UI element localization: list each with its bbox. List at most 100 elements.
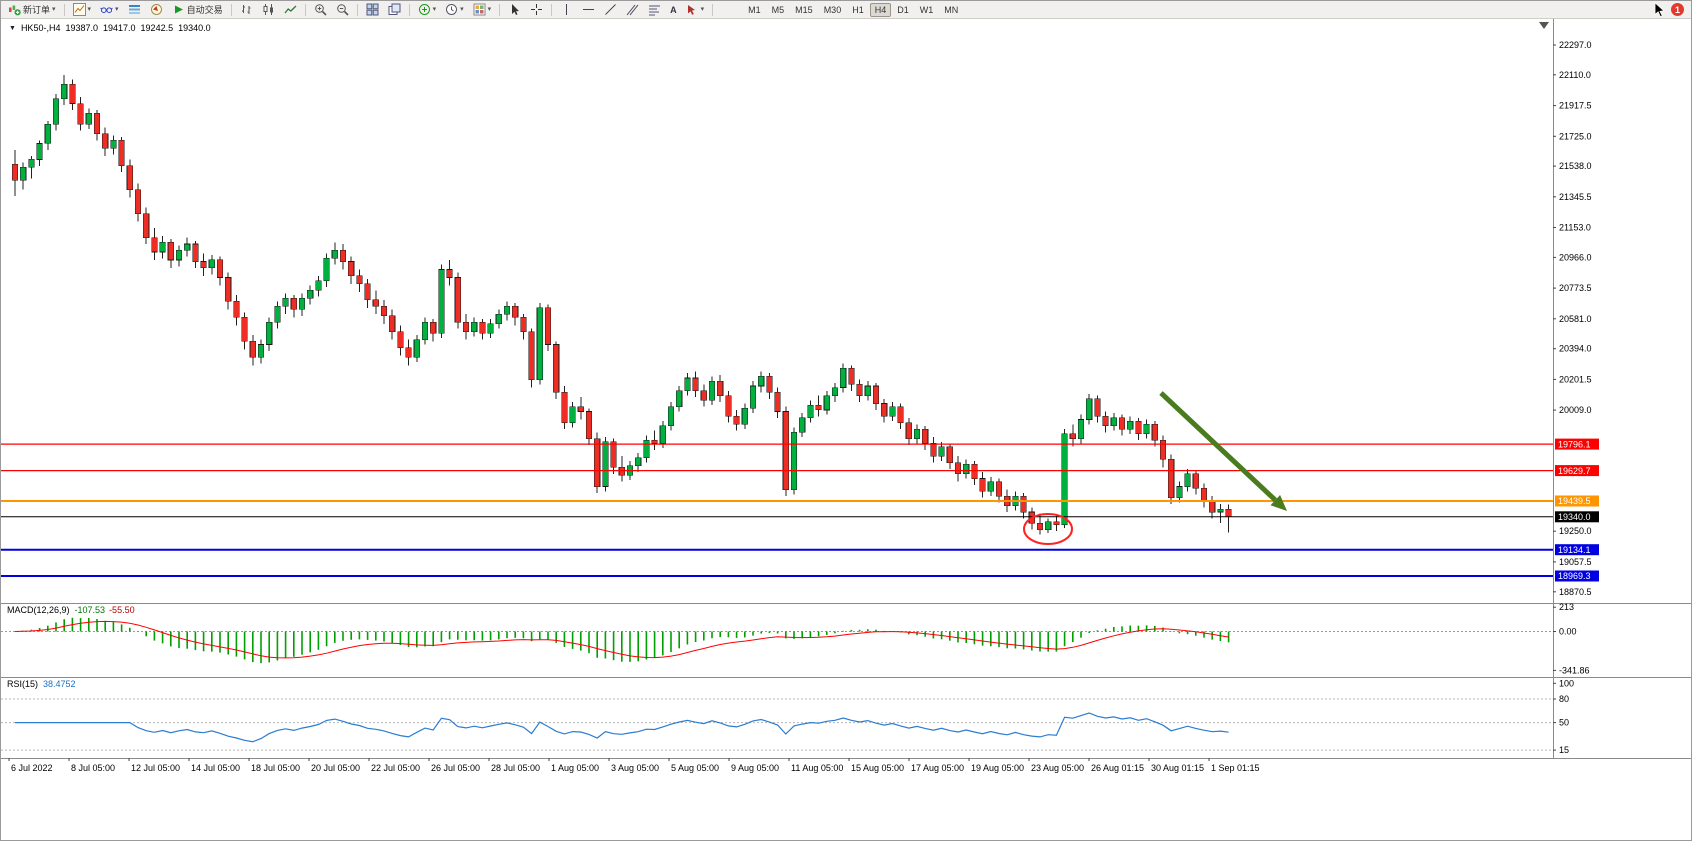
caret-icon: ▾ bbox=[87, 6, 92, 13]
svg-text:1 Sep 01:15: 1 Sep 01:15 bbox=[1211, 763, 1260, 773]
new-order-label: 新订单 bbox=[23, 5, 51, 15]
caret-icon: ▾ bbox=[432, 6, 437, 13]
text-button[interactable]: A bbox=[666, 2, 681, 18]
indicators-button[interactable]: ▾ bbox=[414, 2, 441, 18]
price-level-badge bbox=[1555, 465, 1599, 477]
price-level-lines[interactable]: 19796.1 19629.7 19439.5 19340.0 19134.1 18969… bbox=[1, 438, 1599, 582]
ohlc-open: 19387.0 bbox=[65, 23, 98, 33]
chart-canvas[interactable]: 19796.1 19629.7 19439.5 19340.0 19134.1 18969… bbox=[1, 19, 1692, 841]
ohlc-low: 19242.5 bbox=[140, 23, 174, 33]
trendline-button[interactable] bbox=[600, 2, 621, 18]
svg-text:22110.0: 22110.0 bbox=[1559, 70, 1591, 80]
arrows-button[interactable]: ▾ bbox=[682, 2, 709, 18]
bars-chart-icon bbox=[241, 5, 251, 14]
symbol-period-label: HK50-,H4 bbox=[20, 23, 61, 33]
svg-text:3 Aug 05:00: 3 Aug 05:00 bbox=[611, 763, 659, 773]
timeframe-button-h1[interactable]: H1 bbox=[852, 4, 864, 15]
profiles-icon bbox=[100, 7, 113, 13]
toolbar-separator bbox=[63, 3, 65, 16]
svg-text:19 Aug 05:00: 19 Aug 05:00 bbox=[971, 763, 1024, 773]
macd-main-value: -107.53 bbox=[74, 605, 106, 615]
caret-icon: ▾ bbox=[460, 6, 464, 13]
macd-indicator-label: MACD(12,26,9) -107.53 -55.50 bbox=[7, 605, 135, 615]
tile-windows-button[interactable] bbox=[362, 2, 383, 18]
svg-text:20773.5: 20773.5 bbox=[1559, 283, 1592, 293]
toolbar-separator bbox=[304, 3, 306, 16]
line-chart-icon bbox=[284, 5, 297, 14]
fibonacci-button[interactable] bbox=[644, 2, 665, 18]
new-chart-button[interactable]: ▾ bbox=[69, 2, 96, 18]
low-circle-annotation[interactable] bbox=[1023, 513, 1073, 545]
crosshair-button[interactable] bbox=[526, 2, 547, 18]
rsi-value: 38.4752 bbox=[43, 679, 76, 689]
profiles-button[interactable]: ▾ bbox=[96, 2, 123, 18]
candlestick-chart-button[interactable] bbox=[258, 2, 279, 18]
svg-text:18870.5: 18870.5 bbox=[1559, 587, 1592, 597]
fibonacci-icon bbox=[649, 5, 661, 16]
horizontal-line-button[interactable] bbox=[578, 2, 599, 18]
timeframe-button-m1[interactable]: M1 bbox=[748, 4, 761, 15]
text-tool-icon: A bbox=[670, 4, 677, 15]
svg-text:20581.0: 20581.0 bbox=[1559, 314, 1592, 324]
svg-text:21725.0: 21725.0 bbox=[1559, 131, 1592, 141]
svg-text:21345.5: 21345.5 bbox=[1559, 192, 1592, 202]
notification-badge[interactable]: 1 bbox=[1671, 3, 1684, 16]
timeframe-toolbar: M1 M5 M15 M30 H1 H4 D1 W1 MN bbox=[743, 2, 963, 17]
cascade-windows-button[interactable] bbox=[384, 2, 405, 18]
bars-chart-button[interactable] bbox=[236, 2, 257, 18]
toolbar-separator bbox=[551, 3, 553, 16]
svg-text:-341.86: -341.86 bbox=[1559, 665, 1590, 675]
timeframe-button-m15[interactable]: M15 bbox=[795, 4, 813, 15]
market-watch-button[interactable] bbox=[124, 2, 145, 18]
price-level-badge bbox=[1555, 438, 1599, 450]
cursor-button[interactable] bbox=[504, 2, 525, 18]
zoom-out-icon bbox=[336, 4, 349, 16]
line-chart-button[interactable] bbox=[280, 2, 301, 18]
svg-text:22297.0: 22297.0 bbox=[1559, 40, 1592, 50]
timeframe-button-m5[interactable]: M5 bbox=[771, 4, 785, 15]
arrow-shape-icon bbox=[687, 5, 695, 15]
channel-button[interactable] bbox=[622, 2, 643, 18]
symbol-collapse-icon[interactable]: ▼ bbox=[9, 24, 16, 32]
svg-text:80: 80 bbox=[1559, 694, 1569, 704]
toolbar-separator bbox=[499, 3, 501, 16]
timeframe-button-mn[interactable]: MN bbox=[944, 4, 959, 15]
svg-text:100: 100 bbox=[1559, 678, 1574, 688]
price-level-badge bbox=[1555, 511, 1599, 523]
svg-text:50: 50 bbox=[1559, 718, 1569, 728]
svg-text:5 Aug 05:00: 5 Aug 05:00 bbox=[671, 763, 719, 773]
svg-text:20009.0: 20009.0 bbox=[1559, 405, 1592, 415]
svg-text:20 Jul 05:00: 20 Jul 05:00 bbox=[311, 763, 360, 773]
time-axis[interactable]: 6 Jul 2022 8 Jul 05:00 12 Jul 05:00 14 Jul … bbox=[8, 758, 1260, 773]
timeframe-button-w1[interactable]: W1 bbox=[919, 4, 934, 15]
timeframe-button-m30[interactable]: M30 bbox=[823, 4, 842, 15]
cascade-windows-icon bbox=[388, 3, 401, 15]
svg-text:19439.5: 19439.5 bbox=[1558, 496, 1591, 506]
chart-shift-marker[interactable] bbox=[1539, 22, 1549, 29]
templates-button[interactable]: ▾ bbox=[469, 2, 496, 18]
svg-text:20394.0: 20394.0 bbox=[1559, 344, 1592, 354]
panel-separators bbox=[1, 19, 1691, 759]
new-order-button[interactable]: 新订单 ▾ bbox=[4, 2, 60, 18]
timeframe-button-d1[interactable]: D1 bbox=[897, 4, 909, 15]
trend-arrow[interactable] bbox=[1159, 391, 1287, 511]
svg-text:9 Aug 05:00: 9 Aug 05:00 bbox=[731, 763, 779, 773]
zoom-out-button[interactable] bbox=[332, 2, 353, 18]
templates-icon bbox=[473, 3, 486, 16]
svg-text:19057.5: 19057.5 bbox=[1559, 557, 1592, 567]
vertical-line-button[interactable] bbox=[556, 2, 577, 18]
periods-button[interactable]: ▾ bbox=[441, 2, 468, 18]
zoom-in-button[interactable] bbox=[310, 2, 331, 18]
svg-text:23 Aug 05:00: 23 Aug 05:00 bbox=[1031, 763, 1084, 773]
svg-text:18969.3: 18969.3 bbox=[1558, 571, 1591, 581]
macd-name: MACD(12,26,9) bbox=[7, 605, 70, 615]
svg-text:26 Aug 01:15: 26 Aug 01:15 bbox=[1091, 763, 1144, 773]
cursor-icon bbox=[512, 4, 520, 15]
navigator-button[interactable] bbox=[146, 2, 167, 18]
toolbar-right-group: 1 bbox=[1654, 1, 1688, 18]
toolbar-separator bbox=[712, 3, 714, 16]
price-axis[interactable]: 22297.0 22110.0 21917.5 21725.0 21538.0 21345… bbox=[1553, 40, 1592, 597]
auto-trading-button[interactable]: 自动交易 bbox=[168, 2, 227, 18]
timeframe-button-h4[interactable]: H4 bbox=[869, 2, 892, 17]
tile-windows-icon bbox=[366, 3, 379, 16]
